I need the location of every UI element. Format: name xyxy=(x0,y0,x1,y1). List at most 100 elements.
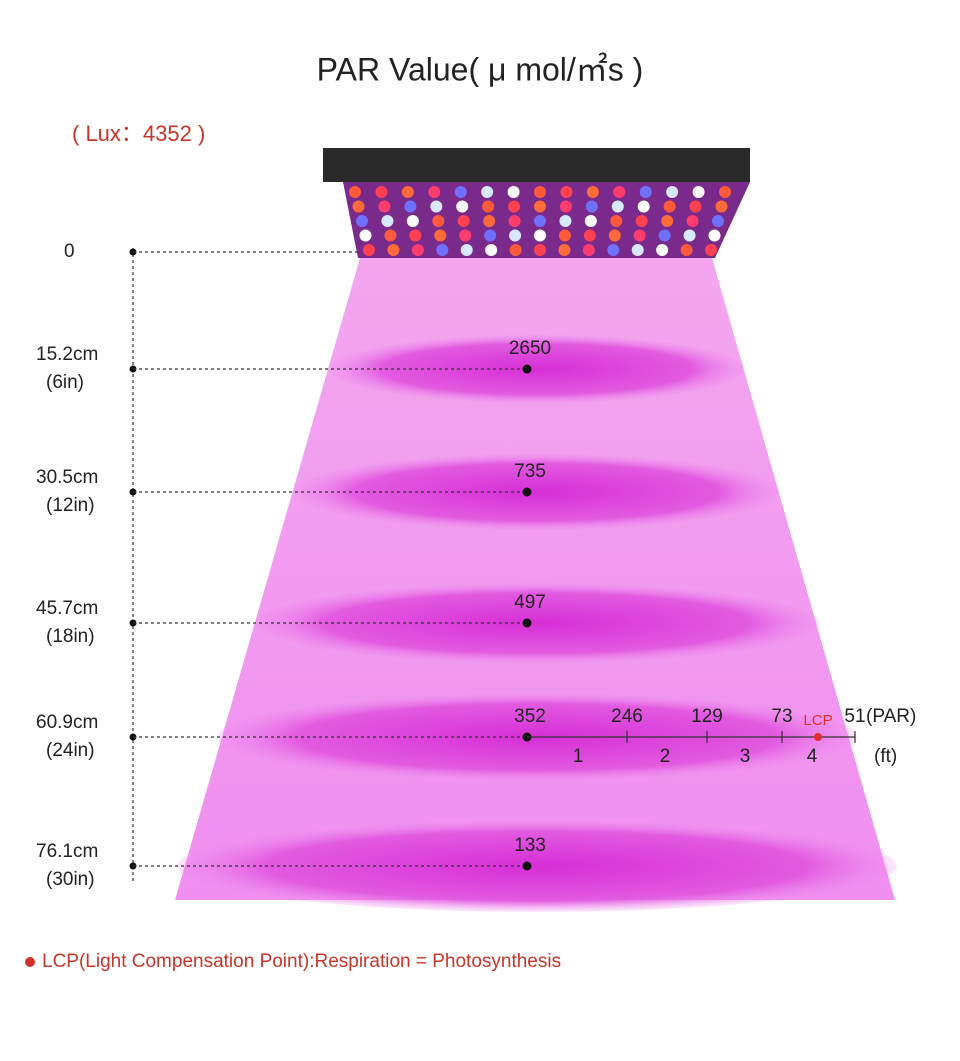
imperial-label: (24in) xyxy=(46,740,95,761)
imperial-label: (6in) xyxy=(46,372,84,393)
led xyxy=(705,244,717,256)
led xyxy=(689,200,702,213)
led xyxy=(436,244,449,256)
led xyxy=(712,215,724,227)
led xyxy=(585,200,598,213)
par-value: 352 xyxy=(514,706,546,727)
imperial-label: (12in) xyxy=(46,495,95,516)
feet-label: 1 xyxy=(573,746,584,767)
par-value: 2650 xyxy=(509,338,551,359)
led xyxy=(507,186,520,198)
led xyxy=(683,229,696,242)
lux: ( Lux：4352 ) xyxy=(72,121,205,146)
feet-label: 3 xyxy=(740,746,751,767)
led xyxy=(656,244,669,256)
led xyxy=(639,186,652,198)
led xyxy=(633,229,646,242)
led xyxy=(401,186,414,198)
led xyxy=(349,186,361,198)
led xyxy=(560,186,573,198)
led xyxy=(430,200,443,213)
led xyxy=(456,200,469,213)
led xyxy=(663,200,676,213)
spread-par: 51 xyxy=(844,706,865,727)
distance-label: 0 xyxy=(64,241,75,262)
leds xyxy=(349,186,731,256)
led xyxy=(434,229,447,242)
led xyxy=(584,215,597,227)
led xyxy=(509,229,522,242)
led xyxy=(363,244,375,256)
led xyxy=(509,244,522,256)
led xyxy=(613,186,626,198)
led xyxy=(356,215,368,227)
par-value: 735 xyxy=(514,461,546,482)
light-ellipse xyxy=(330,335,744,403)
led xyxy=(387,244,400,256)
par-value: 133 xyxy=(514,835,546,856)
par-dot xyxy=(522,487,532,497)
distance-label: 30.5cm xyxy=(36,467,98,488)
led xyxy=(485,244,498,256)
led xyxy=(384,229,397,242)
led xyxy=(483,215,496,227)
lamp-housing xyxy=(323,148,750,182)
par-value: 497 xyxy=(514,592,546,613)
led xyxy=(482,200,495,213)
footnote: LCP(Light Compensation Point):Respiratio… xyxy=(42,951,561,972)
led xyxy=(558,229,571,242)
led xyxy=(534,186,546,198)
led xyxy=(454,186,467,198)
led xyxy=(508,215,521,227)
led xyxy=(484,229,497,242)
ellipses xyxy=(177,335,897,912)
led xyxy=(352,200,365,213)
lcp-label: LCP xyxy=(803,712,832,729)
imperial-label: (18in) xyxy=(46,626,95,647)
light-ellipse xyxy=(255,583,819,663)
levels: 0 15.2cm (6in) 2650 30.5cm (12in) 735 45.7cm (18… xyxy=(36,241,551,890)
led xyxy=(631,244,644,256)
led xyxy=(381,215,394,227)
distance-label: 76.1cm xyxy=(36,841,98,862)
led xyxy=(558,244,571,256)
spread-par: 73 xyxy=(771,706,792,727)
led xyxy=(610,215,623,227)
led xyxy=(534,229,546,242)
led xyxy=(680,244,693,256)
led xyxy=(635,215,648,227)
distance-label: 15.2cm xyxy=(36,344,98,365)
led xyxy=(481,186,494,198)
led xyxy=(428,186,441,198)
par-dot xyxy=(522,618,532,628)
led xyxy=(559,215,572,227)
led xyxy=(375,186,388,198)
led xyxy=(708,229,721,242)
distance-label: 45.7cm xyxy=(36,598,98,619)
title: PAR Value( μ mol/㎡s ) xyxy=(317,51,644,87)
led xyxy=(719,186,731,198)
par-dot xyxy=(522,861,532,871)
par-dot xyxy=(522,364,532,374)
led xyxy=(378,200,391,213)
led xyxy=(460,244,473,256)
feet-unit: (ft) xyxy=(874,746,897,767)
led xyxy=(432,215,445,227)
spread-scale: 246 129 73 51 (PAR) 1 2 3 4 (ft) LCP xyxy=(527,706,916,767)
light-ellipse xyxy=(177,820,897,912)
feet-label: 2 xyxy=(660,746,671,767)
led xyxy=(608,229,621,242)
led xyxy=(534,215,546,227)
led xyxy=(583,229,596,242)
led xyxy=(686,215,699,227)
led xyxy=(459,229,472,242)
led xyxy=(508,200,521,213)
led xyxy=(715,200,728,213)
led xyxy=(534,244,546,256)
led xyxy=(658,229,671,242)
lcp-dot xyxy=(814,733,822,741)
led xyxy=(661,215,674,227)
led xyxy=(637,200,650,213)
led xyxy=(404,200,417,213)
